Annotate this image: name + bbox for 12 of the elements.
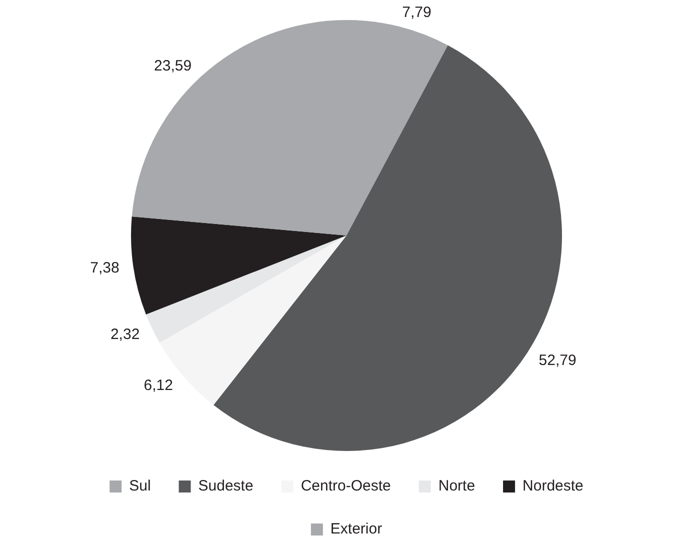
legend-label: Norte bbox=[438, 478, 476, 495]
data-label: 7,38 bbox=[90, 259, 120, 276]
data-label: 7,79 bbox=[402, 4, 432, 21]
legend-label: Centro-Oeste bbox=[300, 478, 391, 495]
legend-label: Nordeste bbox=[522, 478, 584, 495]
legend-label: Sudeste bbox=[198, 478, 254, 495]
data-label: 52,79 bbox=[538, 352, 576, 369]
data-label: 23,59 bbox=[154, 57, 192, 74]
data-label: 6,12 bbox=[144, 376, 173, 394]
legend-label: Sul bbox=[129, 478, 151, 495]
legend-label: Exterior bbox=[330, 520, 382, 538]
data-label: 2,32 bbox=[110, 326, 140, 344]
